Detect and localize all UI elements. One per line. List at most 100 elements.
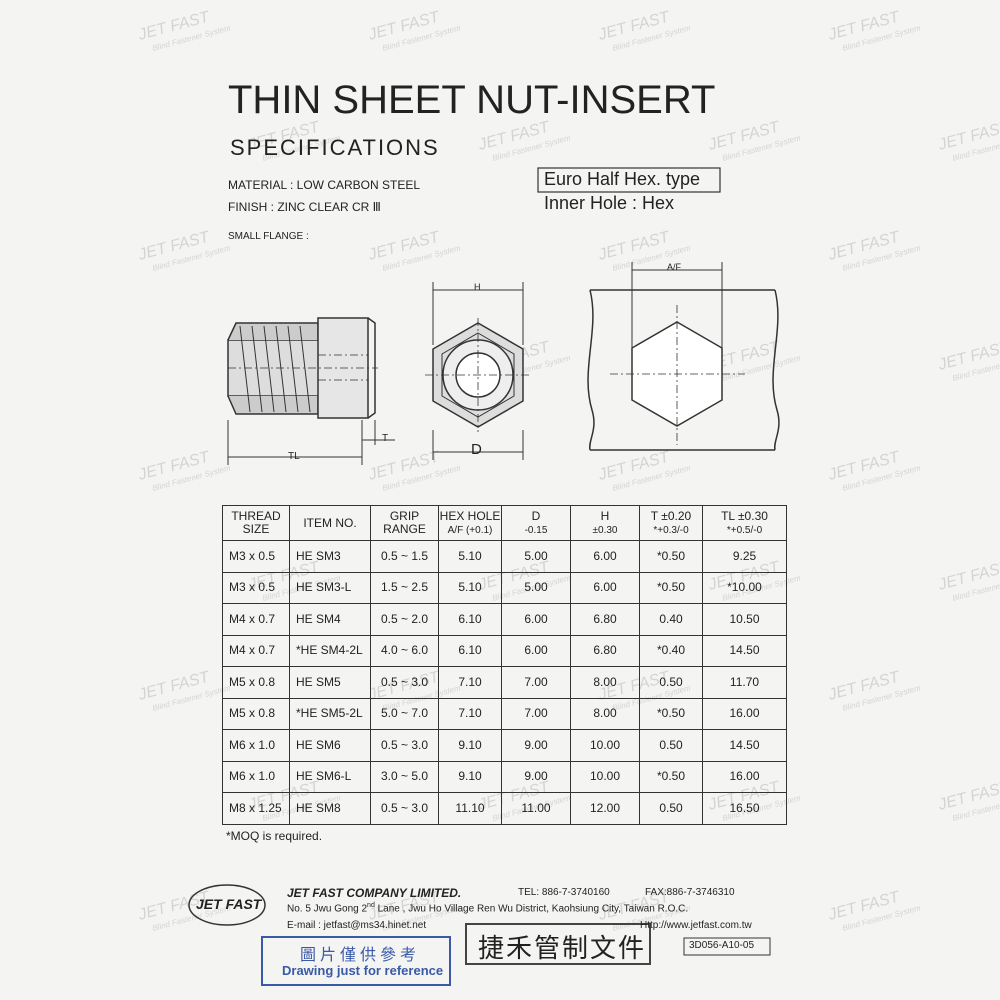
table-row: M4 x 0.7 *HE SM4-2L 4.0 ~ 6.0 6.10 6.00 6.80 *…	[222, 634, 787, 667]
table-cell: 0.50	[639, 729, 703, 762]
table-cell: 9.10	[438, 729, 502, 762]
header-cell: HEX HOLE A/F (+0.1)	[438, 505, 502, 541]
table-cell: 1.5 ~ 2.5	[370, 571, 439, 604]
table-cell: M5 x 0.8	[222, 697, 290, 730]
title: THIN SHEET NUT-INSERT	[228, 78, 716, 122]
table-cell: *HE SM5-2L	[289, 697, 371, 730]
type: Euro Half Hex. type	[544, 169, 701, 189]
dim-label: A/F	[667, 262, 682, 272]
address-text: Lane , Jwu Ho Village Ren Wu District, K…	[377, 903, 689, 915]
tel: TEL: 886-7-3740160	[518, 887, 610, 898]
table-cell: 14.50	[702, 729, 787, 762]
table-cell: 10.00	[570, 729, 640, 762]
table-cell: 0.5 ~ 2.0	[370, 603, 439, 636]
table-cell: *0.50	[639, 540, 703, 573]
table-cell: 16.00	[702, 760, 787, 793]
table-cell: M4 x 0.7	[222, 634, 290, 667]
address: No. 5 Jwu Gong 2nd Lane , Jwu Ho Village…	[287, 902, 688, 914]
address-sup: nd	[367, 902, 375, 909]
table-cell: 9.25	[702, 540, 787, 573]
table-cell: *0.50	[639, 760, 703, 793]
header-text: THREAD	[231, 509, 281, 523]
header-text: RANGE	[383, 522, 426, 536]
inner-hole: Inner Hole : Hex	[544, 193, 675, 213]
table-cell: 6.80	[570, 634, 640, 667]
table-cell: *0.50	[639, 571, 703, 604]
table-cell: HE SM8	[289, 792, 371, 825]
table-cell: 0.5 ~ 1.5	[370, 540, 439, 573]
table-row: M8 x 1.25 HE SM8 0.5 ~ 3.0 11.10 11.00 12.00 0…	[222, 792, 787, 825]
table-cell: HE SM3	[289, 540, 371, 573]
table-cell: 7.10	[438, 666, 502, 699]
header-text: T ±0.20	[650, 508, 692, 523]
table-row: M4 x 0.7 HE SM4 0.5 ~ 2.0 6.10 6.00 6.80 0.40 1…	[222, 603, 787, 636]
table-cell: 5.10	[438, 571, 502, 604]
table-cell: *0.40	[639, 634, 703, 667]
header-text: ITEM NO.	[303, 515, 357, 530]
dim-label: T	[382, 433, 389, 444]
header-cell: GRIP RANGE	[370, 505, 439, 541]
table-cell: 6.00	[501, 603, 571, 636]
header-cell: D -0.15	[501, 505, 571, 541]
header-cell: H ±0.30	[570, 505, 640, 541]
table-cell: 7.10	[438, 697, 502, 730]
table-cell: 6.10	[438, 603, 502, 636]
stamp-box	[261, 936, 451, 986]
header-text: SIZE	[242, 522, 270, 536]
company: JET FAST COMPANY LIMITED.	[287, 886, 462, 900]
header-text: HEX HOLE	[439, 508, 501, 523]
fax: FAX:886-7-3746310	[645, 887, 735, 898]
table-cell: M3 x 0.5	[222, 571, 290, 604]
table-cell: 9.00	[501, 729, 571, 762]
table-cell: M4 x 0.7	[222, 603, 290, 636]
table-cell: 5.00	[501, 571, 571, 604]
table-cell: 10.50	[702, 603, 787, 636]
subtitle: SPECIFICATIONS	[230, 135, 440, 160]
table-cell: 16.00	[702, 697, 787, 730]
table-cell: 11.70	[702, 666, 787, 699]
email: E-mail : jetfast@ms34.hinet.net	[287, 920, 427, 931]
header-text: *+0.3/-0	[653, 524, 689, 536]
logo: JET FAST	[196, 896, 262, 912]
table-cell: 6.00	[501, 634, 571, 667]
sheet-view	[587, 262, 780, 451]
control-stamp: 捷禾管制文件	[478, 933, 647, 963]
spec-table: THREAD SIZE ITEM NO. GRIP RANGE HEX HOLE A/F (…	[222, 505, 787, 825]
table-cell: 11.10	[438, 792, 502, 825]
header-cell: T ±0.20 *+0.3/-0	[639, 505, 703, 541]
header-text: D	[531, 508, 541, 523]
dim-label: H	[474, 282, 481, 292]
table-cell: 0.5 ~ 3.0	[370, 666, 439, 699]
table-cell: 0.50	[639, 792, 703, 825]
header-text: ±0.30	[592, 524, 618, 536]
header-text: A/F (+0.1)	[447, 524, 493, 536]
address-text: No. 5 Jwu Gong 2	[287, 903, 368, 915]
table-cell: 7.00	[501, 697, 571, 730]
table-cell: *10.00	[702, 571, 787, 604]
table-cell: 5.0 ~ 7.0	[370, 697, 439, 730]
table-row: M6 x 1.0 HE SM6-L 3.0 ~ 5.0 9.10 9.00 10.00 *0…	[222, 760, 787, 793]
table-cell: HE SM6	[289, 729, 371, 762]
header-text: -0.15	[524, 524, 548, 536]
finish: FINISH : ZINC CLEAR CR Ⅲ	[228, 200, 381, 214]
table-cell: 0.5 ~ 3.0	[370, 792, 439, 825]
control-stamp-box	[465, 923, 651, 965]
table-cell: 14.50	[702, 634, 787, 667]
table-cell: M6 x 1.0	[222, 760, 290, 793]
table-cell: 8.00	[570, 666, 640, 699]
table-cell: 4.0 ~ 6.0	[370, 634, 439, 667]
stamp-en: Drawing just for reference	[282, 963, 444, 978]
table-cell: 10.00	[570, 760, 640, 793]
side-view	[227, 317, 395, 465]
header-text: H	[600, 508, 610, 523]
header-cell: ITEM NO.	[289, 505, 371, 541]
table-cell: 5.00	[501, 540, 571, 573]
stamp-cn: 圖片僅供參考	[300, 947, 421, 964]
table-cell: *HE SM4-2L	[289, 634, 371, 667]
table-cell: M6 x 1.0	[222, 729, 290, 762]
header-text: TL ±0.30	[721, 508, 768, 523]
table-cell: 0.50	[639, 666, 703, 699]
table-cell: *0.50	[639, 697, 703, 730]
table-cell: 0.40	[639, 603, 703, 636]
